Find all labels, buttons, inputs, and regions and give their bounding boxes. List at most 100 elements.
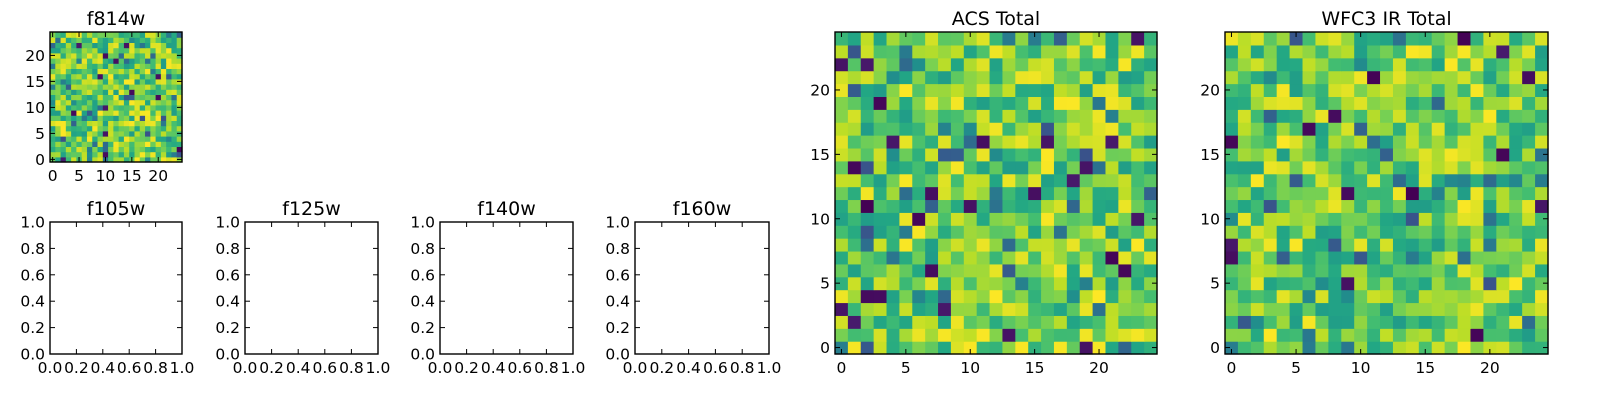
- heatmap-cell: [1053, 147, 1068, 162]
- heatmap-cell: [1380, 135, 1394, 149]
- heatmap-cell: [873, 44, 888, 59]
- heatmap-cell: [176, 146, 183, 153]
- heatmap-cell: [129, 120, 136, 127]
- heatmap-cell: [1276, 44, 1291, 59]
- heatmap-cell: [65, 141, 72, 147]
- heatmap-cell: [938, 44, 952, 59]
- heatmap-cell: [108, 78, 114, 85]
- heatmap-cell: [847, 238, 862, 252]
- heatmap-cell: [145, 99, 151, 106]
- heatmap-cell: [76, 37, 83, 43]
- heatmap-cell: [81, 110, 88, 116]
- heatmap-cell: [102, 125, 109, 132]
- heatmap-cell: [950, 122, 965, 136]
- heatmap-cell: [1028, 57, 1042, 72]
- heatmap-cell: [1263, 341, 1278, 355]
- heatmap-cell: [145, 42, 151, 49]
- heatmap-cell: [71, 42, 77, 49]
- heatmap-cell: [1250, 70, 1265, 85]
- heatmap-cell: [989, 212, 1004, 226]
- heatmap-cell: [176, 47, 183, 54]
- heatmap-cell: [1509, 160, 1523, 175]
- heatmap-cell: [1028, 199, 1042, 213]
- heatmap-cell: [1250, 32, 1265, 46]
- heatmap-cell: [65, 32, 72, 38]
- heatmap-cell: [1315, 135, 1329, 149]
- heatmap-cell: [1470, 263, 1484, 278]
- heatmap-cell: [925, 225, 939, 239]
- heatmap-cell: [886, 109, 900, 123]
- heatmap-cell: [1470, 250, 1484, 265]
- heatmap-cell: [1470, 212, 1484, 226]
- heatmap-cell: [1015, 147, 1029, 162]
- heatmap-cell: [1509, 135, 1523, 149]
- heatmap-cell: [1237, 238, 1252, 252]
- heatmap-cell: [1457, 263, 1472, 278]
- heatmap-cell: [1328, 109, 1342, 123]
- heatmap-cell: [118, 84, 125, 90]
- heatmap-cell: [1444, 32, 1459, 46]
- heatmap-cell: [1131, 199, 1145, 213]
- heatmap-cell: [108, 110, 114, 116]
- x-tick-label: 20: [1480, 359, 1500, 377]
- heatmap-cell: [1405, 341, 1420, 355]
- heatmap-cell: [938, 70, 952, 85]
- heatmap-cell: [1028, 32, 1042, 46]
- heatmap-cell: [1392, 225, 1407, 239]
- heatmap-cell: [1289, 302, 1304, 316]
- heatmap-cell: [50, 115, 56, 121]
- heatmap-cell: [1380, 212, 1394, 226]
- heatmap-cell: [925, 173, 939, 188]
- heatmap-cell: [50, 73, 56, 80]
- heatmap-cell: [1380, 302, 1394, 316]
- heatmap-cell: [102, 104, 109, 111]
- heatmap-cell: [76, 42, 83, 49]
- heatmap-cell: [1354, 263, 1368, 278]
- heatmap-cell: [1470, 109, 1484, 123]
- heatmap-cell: [925, 83, 939, 97]
- heatmap-cell: [65, 99, 72, 106]
- heatmap-cell: [1289, 289, 1304, 304]
- heatmap-cell: [1418, 57, 1433, 72]
- heatmap-cell: [950, 250, 965, 265]
- heatmap-cell: [108, 120, 114, 127]
- heatmap-cell: [1522, 70, 1536, 85]
- heatmap-cell: [1315, 147, 1329, 162]
- heatmap-cell: [1418, 328, 1433, 342]
- heatmap-cell: [60, 130, 67, 137]
- heatmap-cell: [873, 186, 888, 201]
- heatmap-cell: [1015, 186, 1029, 201]
- heatmap-cell: [118, 32, 125, 38]
- heatmap-cell: [155, 120, 162, 127]
- heatmap-cell: [65, 136, 72, 142]
- y-tick-label: 0: [35, 151, 45, 169]
- heatmap-cell: [1053, 212, 1068, 226]
- heatmap-cell: [1380, 276, 1394, 291]
- heatmap-cell: [1276, 96, 1291, 110]
- heatmap-cell: [160, 110, 167, 116]
- heatmap-cell: [1535, 147, 1549, 162]
- heatmap-cell: [123, 151, 130, 158]
- heatmap-cell: [1380, 44, 1394, 59]
- heatmap-cell: [1483, 96, 1497, 110]
- heatmap-cell: [1015, 302, 1029, 316]
- heatmap-cell: [102, 94, 109, 101]
- heatmap-cell: [835, 96, 849, 110]
- heatmap-cell: [1263, 328, 1278, 342]
- heatmap-cell: [65, 130, 72, 137]
- heatmap-cell: [1144, 96, 1158, 110]
- heatmap-cell: [963, 70, 978, 85]
- heatmap-cell: [1457, 32, 1472, 46]
- heatmap-cell: [76, 89, 83, 95]
- heatmap-cell: [886, 57, 900, 72]
- heatmap-cell: [1118, 173, 1132, 188]
- heatmap-cell: [76, 73, 83, 80]
- heatmap-cell: [1144, 135, 1158, 149]
- heatmap-cell: [155, 99, 162, 106]
- heatmap-cell: [1444, 276, 1459, 291]
- heatmap-cell: [97, 58, 104, 64]
- heatmap-cell: [118, 94, 125, 101]
- heatmap-cell: [1079, 160, 1094, 175]
- heatmap-cell: [1002, 315, 1016, 329]
- heatmap-cell: [963, 122, 978, 136]
